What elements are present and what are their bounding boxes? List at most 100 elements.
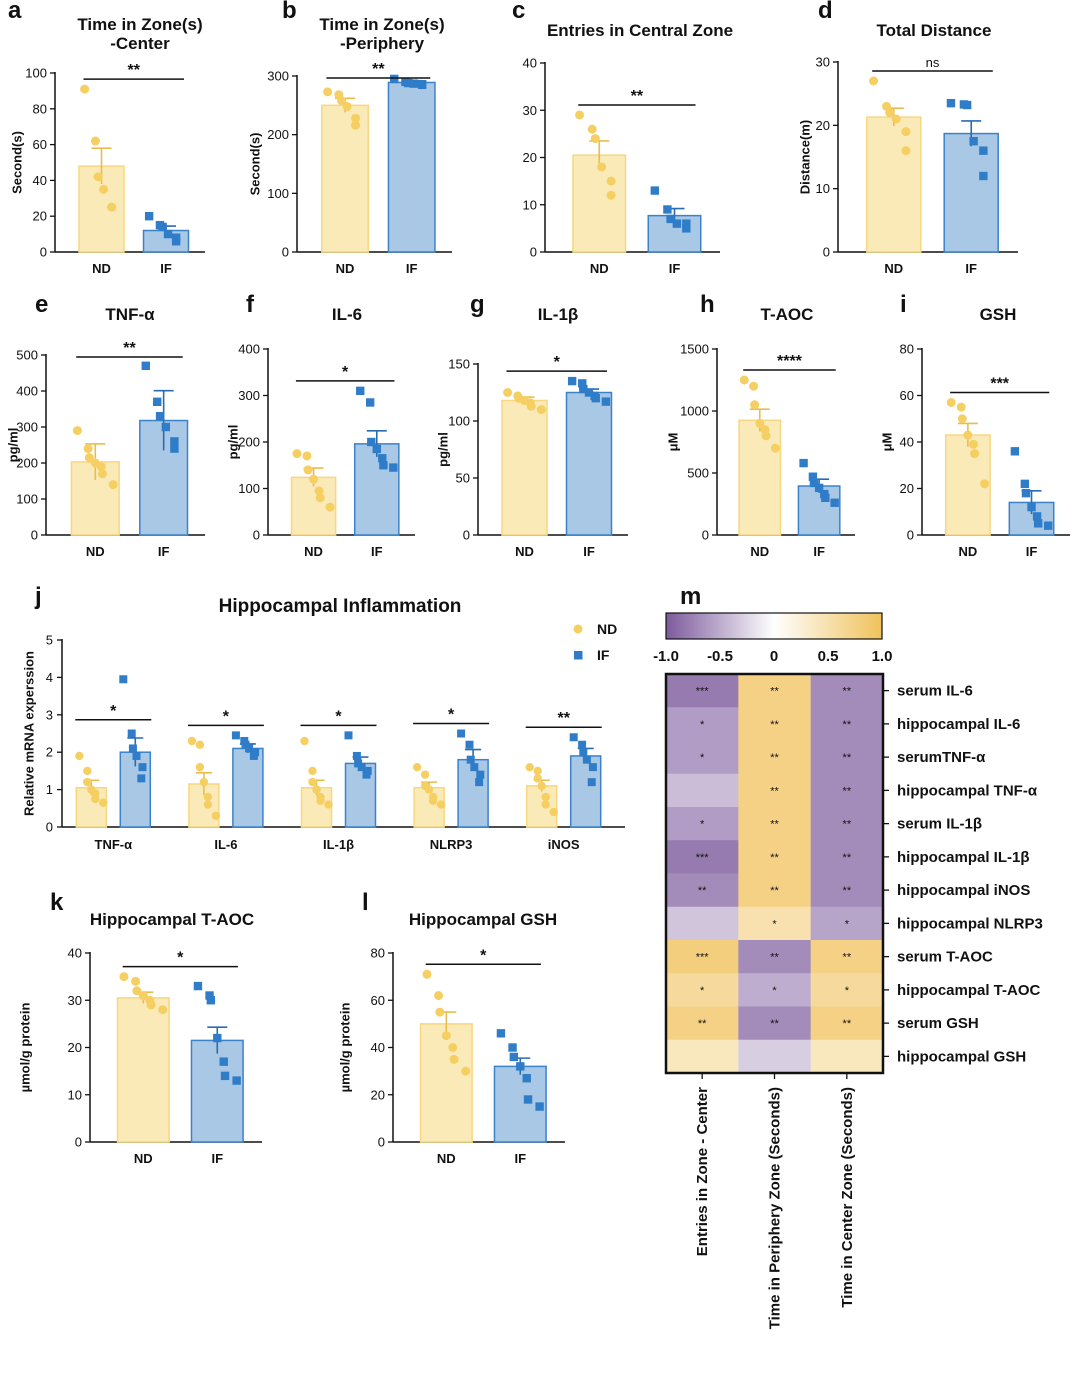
heatmap-cell	[666, 740, 739, 775]
point-IF	[132, 751, 141, 760]
point-IF	[389, 463, 398, 472]
y-tick-label: 5	[46, 633, 53, 648]
y-tick-label: 200	[238, 435, 260, 450]
heatmap-row-label: hippocampal IL-1β	[897, 849, 1030, 866]
point-IF	[579, 384, 588, 394]
panel-letter: m	[680, 583, 701, 610]
point-ND	[537, 781, 546, 791]
point-IF	[509, 1052, 519, 1062]
x-tick-label: IF	[669, 261, 681, 276]
point-ND	[761, 431, 771, 441]
point-ND	[750, 400, 760, 410]
point-ND	[303, 465, 313, 475]
legend-if-label: IF	[597, 647, 610, 663]
y-tick-label: 100	[25, 66, 47, 81]
panel-c: c Entries in Central Zone 0 10 20 30 40 ND IF **	[512, 0, 733, 276]
heatmap-cell-star: *	[772, 918, 777, 930]
x-tick-label: IL-6	[214, 837, 237, 852]
heatmap-cell-star: ***	[696, 686, 710, 698]
point-ND	[99, 184, 109, 194]
heatmap-cell-star: **	[770, 819, 779, 831]
y-tick-label: 20	[523, 150, 537, 165]
point-IF	[682, 219, 691, 228]
point-IF	[390, 74, 399, 84]
bar-ND	[738, 419, 782, 536]
heatmap-cell	[738, 773, 812, 808]
panel-e: e TNF-α 0 100 200 300 400 500 pg/ml ND IF **	[6, 291, 205, 559]
point-IF	[946, 98, 956, 108]
point-ND	[203, 800, 213, 809]
y-tick-label: 40	[33, 173, 47, 188]
bar-ND	[321, 104, 370, 253]
point-ND	[300, 736, 309, 746]
x-tick-label: IF	[158, 544, 170, 559]
sig-label: *	[448, 707, 455, 724]
point-ND	[199, 777, 209, 787]
point-ND	[541, 792, 550, 802]
point-ND	[533, 774, 542, 783]
heatmap-cell-star: *	[700, 752, 705, 764]
panel-h: h T-AOC 0 500 1000 1500 μM ND IF ****	[666, 291, 855, 559]
heatmap-cell-star: *	[700, 819, 705, 831]
point-ND	[503, 388, 513, 397]
heatmap-cell-star: **	[770, 852, 779, 864]
point-ND	[96, 462, 106, 472]
y-tick-label: 10	[68, 1087, 82, 1102]
colorbar-tick-label: 1.0	[872, 648, 893, 665]
x-tick-label: ND	[515, 544, 534, 559]
heatmap-cell	[738, 873, 812, 908]
point-IF	[357, 763, 366, 772]
y-tick-label: 2	[46, 745, 53, 760]
point-IF	[220, 1071, 230, 1081]
y-tick-label: 1500	[680, 342, 709, 357]
point-ND	[422, 969, 432, 979]
point-IF	[799, 458, 808, 468]
point-ND	[869, 76, 879, 86]
point-IF	[979, 171, 988, 181]
y-tick-label: 0	[530, 245, 537, 260]
y-axis-label: Second(s)	[248, 133, 263, 196]
heatmap-cell	[666, 973, 739, 1007]
point-IF	[170, 437, 179, 446]
y-tick-label: 300	[16, 420, 38, 435]
legend-if-marker	[574, 651, 583, 660]
y-tick-label: 40	[371, 1040, 385, 1055]
heatmap-cell	[738, 674, 812, 708]
heatmap-cell-star: **	[843, 852, 852, 864]
point-ND	[325, 502, 335, 512]
y-axis-label: pg/ml	[6, 428, 21, 463]
x-tick-label: ND	[958, 544, 977, 559]
heatmap-row-label: hippocampal T-AOC	[897, 982, 1041, 999]
sig-label: ****	[777, 353, 803, 370]
y-tick-label: 500	[16, 348, 38, 363]
bar-IF	[232, 747, 264, 828]
x-tick-label: IF	[160, 261, 172, 276]
point-ND	[146, 1000, 156, 1010]
point-IF	[650, 186, 660, 195]
point-IF	[979, 146, 988, 155]
y-tick-label: 0	[75, 1135, 82, 1150]
point-IF	[219, 1057, 228, 1066]
y-axis-label: Second(s)	[10, 131, 25, 194]
heatmap-cell-star: **	[843, 752, 852, 764]
point-IF	[465, 740, 474, 749]
point-IF	[379, 461, 388, 470]
point-ND	[755, 418, 765, 428]
y-tick-label: 100	[267, 186, 289, 201]
point-IF	[417, 80, 427, 89]
point-ND	[448, 1043, 458, 1052]
heatmap-cell-star: *	[845, 985, 850, 997]
point-ND	[606, 176, 616, 186]
point-IF	[245, 744, 254, 753]
y-tick-label: 100	[16, 492, 38, 507]
x-tick-label: IF	[1026, 544, 1038, 559]
point-IF	[409, 79, 418, 88]
heatmap-cell-star: **	[770, 885, 779, 897]
point-IF	[578, 379, 587, 388]
bar-IF	[387, 81, 436, 253]
heatmap-row-label: hippocampal IL-6	[897, 716, 1020, 733]
heatmap-cell	[666, 1006, 739, 1041]
point-IF	[476, 770, 485, 779]
panel-letter: j	[34, 583, 42, 610]
sig-label: **	[631, 88, 644, 105]
